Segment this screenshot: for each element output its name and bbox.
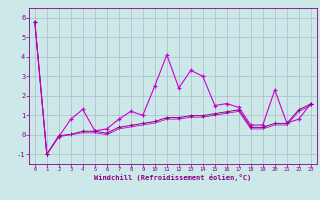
X-axis label: Windchill (Refroidissement éolien,°C): Windchill (Refroidissement éolien,°C) [94, 174, 252, 181]
